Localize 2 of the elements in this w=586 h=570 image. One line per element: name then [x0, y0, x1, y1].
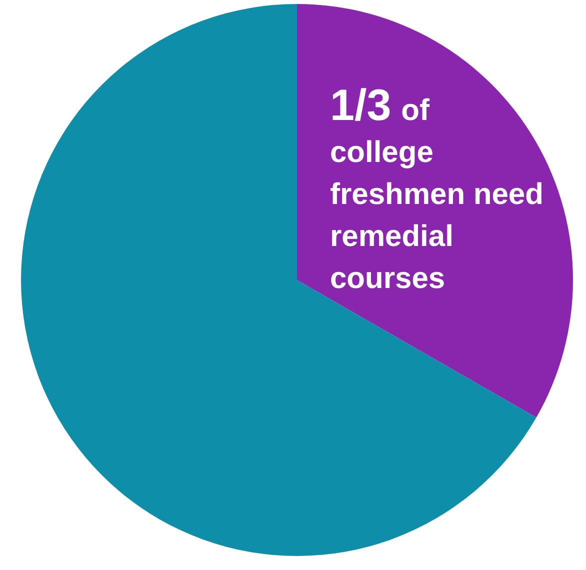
- pie-slice: [297, 4, 573, 418]
- text: 1/3 of college freshmen need remedial courses: [330, 81, 544, 295]
